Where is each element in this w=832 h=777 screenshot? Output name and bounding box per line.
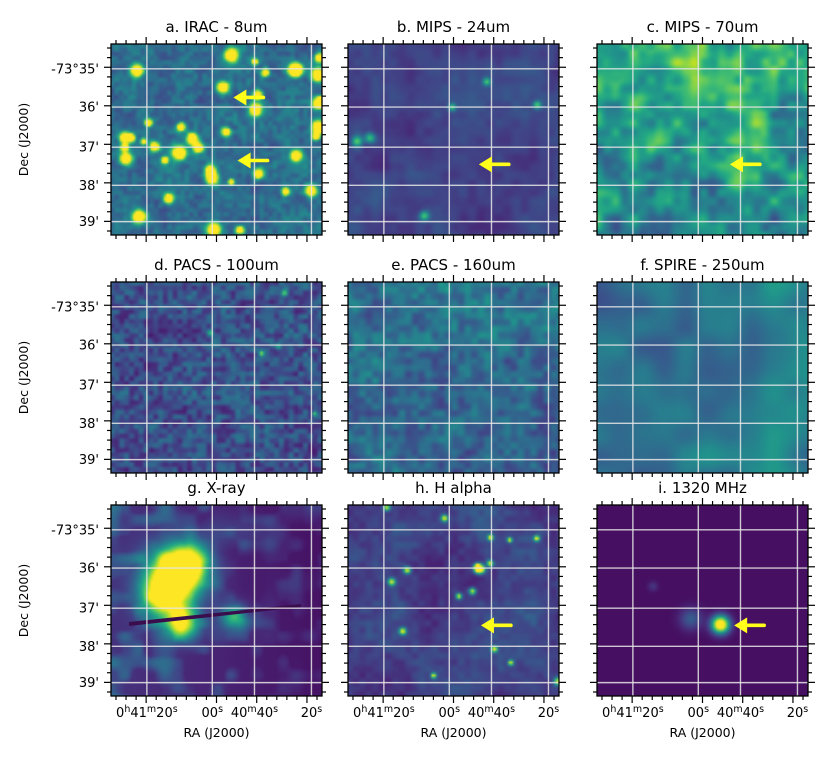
panel-title: e. PACS - 160um xyxy=(391,256,516,274)
chip-gap xyxy=(129,604,301,626)
ra-tick-label: 20s xyxy=(538,704,560,722)
ra-axis-label: RA (J2000) xyxy=(421,725,487,740)
dec-tick-label: 39' xyxy=(79,215,99,230)
ticks xyxy=(341,37,566,242)
panel-image xyxy=(348,44,559,235)
panels-layer: a. IRAC - 8um -73°35' 36' 37' 38' 39' Dec (J20… xyxy=(16,18,815,740)
dec-tick-label: 38' xyxy=(79,417,99,432)
dec-tick-label: 36' xyxy=(79,101,99,116)
panel-title: a. IRAC - 8um xyxy=(165,18,267,36)
dec-tick-label: 37' xyxy=(79,141,99,156)
ra-axis-label: RA (J2000) xyxy=(670,725,736,740)
dec-axis-label: Dec (J2000) xyxy=(16,103,31,176)
arrow-head xyxy=(480,617,494,634)
arrow-head xyxy=(233,89,247,106)
coordinate-grid xyxy=(348,44,559,235)
marker-arrow xyxy=(729,156,762,173)
dec-tick-label: 39' xyxy=(79,676,99,691)
dec-tick-label: -73°35' xyxy=(51,62,99,77)
coordinate-grid xyxy=(597,505,808,696)
ra-tick-label: 0h41m20s xyxy=(116,704,178,722)
panel-image xyxy=(111,505,322,696)
panel-image xyxy=(597,282,808,473)
ra-tick-label: 40m40s xyxy=(717,704,764,722)
dec-tick-label: 38' xyxy=(79,179,99,194)
ra-tick-label: 00s xyxy=(688,704,710,722)
panel-7: g. X-ray -73°35' 36' 37' 38' 39' Dec (J2000) 0h… xyxy=(16,479,329,740)
coordinate-grid xyxy=(597,282,808,473)
dec-axis-label: Dec (J2000) xyxy=(16,564,31,637)
dec-tick-label: 39' xyxy=(79,453,99,468)
coordinate-grid xyxy=(111,505,322,696)
panel-2: b. MIPS - 24um xyxy=(341,18,566,242)
dec-tick-label: 37' xyxy=(79,379,99,394)
ra-tick-label: 00s xyxy=(439,704,461,722)
ra-tick-label: 40m40s xyxy=(231,704,278,722)
panel-image xyxy=(111,282,322,473)
marker-arrow xyxy=(734,617,766,634)
ra-tick-label: 20s xyxy=(787,704,809,722)
coordinate-grid xyxy=(111,44,322,235)
panel-image xyxy=(111,44,322,235)
dec-tick-label: 36' xyxy=(79,562,99,577)
panel-5: e. PACS - 160um xyxy=(341,256,566,480)
panel-title: c. MIPS - 70um xyxy=(647,18,759,36)
panel-image xyxy=(597,505,808,696)
dec-tick-label: 36' xyxy=(79,339,99,354)
panel-8: h. H alpha 0h41m20s 00s 40m40s 20s RA (J2000) xyxy=(341,479,566,740)
marker-arrow xyxy=(478,156,511,173)
panel-4: d. PACS - 100um -73°35' 36' 37' 38' 39' Dec (J… xyxy=(16,256,329,480)
dec-tick-label: 37' xyxy=(79,602,99,617)
dec-tick-label: -73°35' xyxy=(51,300,99,315)
marker-arrow xyxy=(237,152,270,169)
panel-9: i. 1320 MHz 0h41m20s 00s 40m40s 20s RA (J2000… xyxy=(590,479,815,740)
marker-arrow xyxy=(480,617,513,634)
ticks xyxy=(341,498,566,703)
ra-tick-label: 0h41m20s xyxy=(602,704,664,722)
panel-1: a. IRAC - 8um -73°35' 36' 37' 38' 39' Dec (J20… xyxy=(16,18,329,242)
arrow-head xyxy=(478,156,492,173)
dec-tick-label: -73°35' xyxy=(51,523,99,538)
panel-image xyxy=(597,44,808,235)
panel-3: c. MIPS - 70um xyxy=(590,18,815,242)
coordinate-grid xyxy=(111,282,322,473)
ticks xyxy=(590,498,815,703)
ra-axis-label: RA (J2000) xyxy=(184,725,250,740)
panel-image xyxy=(348,505,559,696)
ticks xyxy=(104,498,329,703)
panel-image xyxy=(348,282,559,473)
arrow-head xyxy=(729,156,743,173)
ticks xyxy=(104,275,329,480)
ticks xyxy=(341,275,566,480)
ra-tick-label: 20s xyxy=(301,704,323,722)
coordinate-grid xyxy=(348,505,559,696)
ticks xyxy=(590,275,815,480)
panel-title: g. X-ray xyxy=(187,479,245,497)
coordinate-grid xyxy=(348,282,559,473)
marker-arrow xyxy=(233,89,266,106)
dec-tick-label: 38' xyxy=(79,640,99,655)
panel-6: f. SPIRE - 250um xyxy=(590,256,815,480)
panel-title: b. MIPS - 24um xyxy=(397,18,510,36)
arrow-head xyxy=(734,617,748,634)
ra-tick-label: 0h41m20s xyxy=(353,704,415,722)
ticks xyxy=(590,37,815,242)
arrow-head xyxy=(237,152,251,169)
coordinate-grid xyxy=(597,44,808,235)
ticks xyxy=(104,37,329,242)
panel-title: h. H alpha xyxy=(415,479,492,497)
panel-title: f. SPIRE - 250um xyxy=(640,256,764,274)
ra-tick-label: 00s xyxy=(202,704,224,722)
ra-tick-label: 40m40s xyxy=(468,704,515,722)
panel-title: d. PACS - 100um xyxy=(154,256,279,274)
panel-title: i. 1320 MHz xyxy=(658,479,747,497)
dec-axis-label: Dec (J2000) xyxy=(16,341,31,414)
